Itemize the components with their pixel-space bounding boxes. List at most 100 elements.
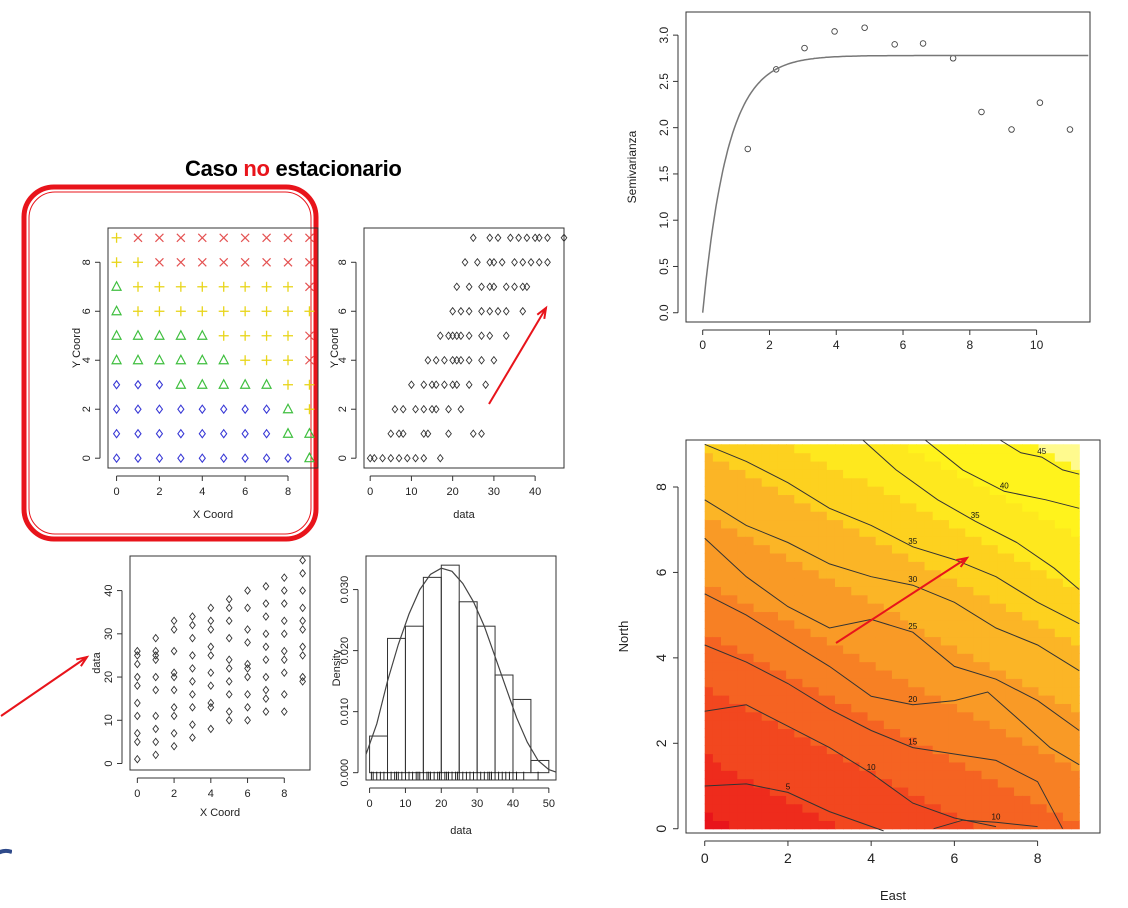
heatmap-cell [875, 577, 885, 587]
heatmap-cell [769, 577, 779, 587]
heatmap-cell [761, 577, 771, 587]
heatmap-cell [997, 736, 1007, 746]
heatmap-cell [826, 745, 836, 755]
heatmap-cell [1005, 728, 1015, 738]
heatmap-cell [786, 628, 795, 638]
heatmap-cell [786, 511, 795, 521]
heatmap-cell [973, 536, 983, 546]
heatmap-cell [802, 745, 812, 755]
heatmap-cell [786, 720, 795, 730]
heatmap-cell [761, 511, 771, 521]
ydata-point [395, 429, 403, 439]
heatmap-cell [1046, 628, 1056, 638]
heatmap-cell [981, 519, 991, 529]
heatmap-cell [794, 745, 804, 755]
heatmap-cell [989, 736, 999, 746]
heatmap-cell [1005, 669, 1015, 679]
heatmap-cell [729, 795, 738, 805]
heatmap-cell [859, 695, 869, 704]
ydata-x-tick-label: 10 [405, 486, 417, 498]
heatmap-cell [908, 519, 917, 529]
heatmap-cell [965, 669, 974, 679]
heatmap-cell [940, 611, 950, 621]
contour-line [862, 439, 1080, 590]
heatmap-cell [1022, 778, 1031, 788]
heatmap-cell [924, 803, 934, 813]
heatmap-cell [875, 636, 885, 646]
heatmap-cell [1038, 502, 1048, 512]
heatmap-cell [989, 494, 999, 504]
heatmap-cell [973, 511, 983, 521]
heatmap-cell [810, 603, 820, 613]
heatmap-cell [1054, 586, 1064, 596]
heatmap-cell [916, 628, 926, 638]
heatmap-cell [851, 644, 860, 654]
highlight-frame-inner [28, 191, 312, 535]
heatmap-cell [745, 695, 755, 704]
heatmap-cell [786, 536, 795, 546]
heatmap-cell [867, 711, 877, 721]
heatmap-cell [745, 686, 755, 696]
heatmap-cell [883, 569, 893, 579]
heatmap-cell [1030, 511, 1040, 521]
heatmap-cell [908, 770, 917, 780]
heatmap-cell [1071, 770, 1080, 780]
grid-point-plus [154, 306, 165, 317]
heatmap-cell [1054, 486, 1064, 496]
heatmap-cell [802, 552, 812, 562]
heatmap-cell [851, 711, 860, 721]
grid-point-cross [305, 355, 314, 365]
heatmap-cell [981, 452, 991, 462]
heatmap-cell [810, 561, 820, 571]
heatmap-cell [989, 444, 999, 454]
heatmap-cell [867, 678, 877, 688]
heatmap-cell [891, 770, 901, 780]
heatmap-cell [851, 778, 860, 788]
heatmap-cell [891, 669, 901, 679]
heatmap-cell [867, 552, 877, 562]
heatmap-cell [867, 594, 877, 604]
heatmap-cell [875, 820, 885, 830]
heatmap-cell [737, 786, 747, 796]
heatmap-cell [924, 444, 934, 454]
heatmap-cell [867, 569, 877, 579]
heatmap-cell [818, 452, 828, 462]
heatmap-cell [834, 611, 844, 621]
heatmap-cell [875, 477, 885, 487]
arrow-head [956, 556, 970, 568]
heatmap-cell [875, 552, 885, 562]
heatmap-cell [900, 494, 909, 504]
heatmap-cell [712, 803, 722, 813]
heatmap-cell [940, 736, 950, 746]
variogram-point [861, 24, 868, 31]
heatmap-cell [924, 619, 934, 629]
heatmap-cell [883, 753, 893, 763]
heatmap-cell [761, 761, 771, 771]
heatmap-cell [737, 636, 747, 646]
heatmap-cell [769, 460, 779, 470]
heatmap-cell [769, 636, 779, 646]
heatmap-cell [1038, 477, 1048, 487]
heatmap-cell [769, 720, 779, 730]
xdata-x-tick-label: 2 [171, 788, 177, 800]
heatmap-cell [1054, 494, 1064, 504]
heatmap-cell [851, 786, 860, 796]
heatmap-cell [989, 603, 999, 613]
heatmap-cell [924, 527, 934, 537]
heatmap-cell [818, 536, 828, 546]
heatmap-cell [810, 577, 820, 587]
heatmap-cell [981, 586, 991, 596]
heatmap-cell [932, 686, 942, 696]
heatmap-cell [1014, 653, 1023, 663]
heatmap-cell [859, 736, 869, 746]
heatmap-cell [989, 695, 999, 704]
heatmap-cell [867, 477, 877, 487]
vario-x-tick-label: 0 [699, 338, 706, 352]
heatmap-cell [1062, 603, 1072, 613]
heatmap-cell [786, 611, 795, 621]
contour-level-label: 10 [867, 763, 876, 772]
contour-line [704, 499, 1080, 672]
heatmap-cell [973, 695, 983, 704]
grid-point-plus [218, 281, 229, 292]
